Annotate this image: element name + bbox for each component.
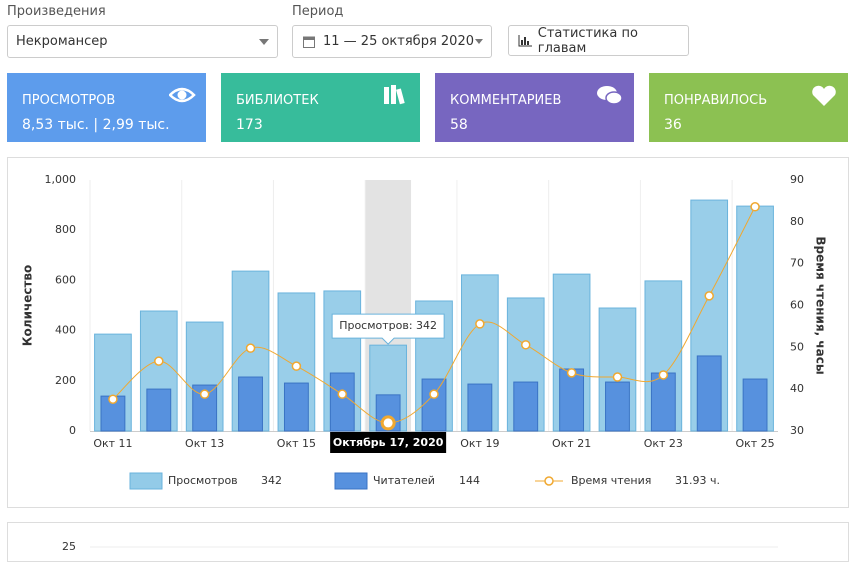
line-marker — [568, 369, 576, 377]
chart-icon — [518, 35, 532, 47]
y-tick-label: 25 — [62, 540, 76, 553]
legend-swatch — [335, 473, 367, 489]
legend-swatch — [130, 473, 162, 489]
x-tick-label: Окт 21 — [552, 437, 591, 450]
bar — [560, 369, 584, 431]
y-tick-label: 1,000 — [45, 173, 77, 186]
bar — [651, 373, 675, 431]
stat-card: КОММЕНТАРИЕВ58 — [435, 73, 634, 142]
bar — [422, 379, 446, 431]
period-value: 11 — 25 октября 2020 — [323, 34, 474, 49]
card-icon — [597, 85, 624, 107]
line-marker — [659, 371, 667, 379]
line-marker — [751, 203, 759, 211]
y2-tick-label: 40 — [790, 382, 804, 395]
bar — [697, 356, 721, 431]
tooltip-text: Просмотров: 342 — [339, 319, 437, 332]
x-tick-label: Окт 13 — [185, 437, 224, 450]
card-icon — [169, 85, 196, 107]
line-marker — [292, 362, 300, 370]
caret — [475, 39, 483, 44]
y2-tick-label: 50 — [790, 340, 804, 353]
y2-axis-title: Время чтения, часы — [814, 236, 828, 374]
work-value: Некромансер — [16, 34, 108, 49]
chart: 0 200 400 600 800 1,000 30 40 50 60 70 80 90 Количест… — [8, 158, 848, 507]
line-marker — [705, 292, 713, 300]
bar — [468, 384, 492, 431]
line-marker — [201, 390, 209, 398]
button-text: Статистика по главам — [538, 26, 688, 56]
y-tick-label: 400 — [55, 324, 76, 337]
chapters-button[interactable]: Статистика по главам — [508, 25, 689, 56]
x-tick-label: Окт 25 — [735, 437, 774, 450]
line-marker — [338, 390, 346, 398]
x-tick-label: Окт 23 — [644, 437, 683, 450]
legend-value: 342 — [261, 474, 282, 487]
chart-2: 25 — [8, 523, 848, 561]
crosshair-label: Октябрь 17, 2020 — [333, 436, 444, 449]
y2-tick-label: 70 — [790, 257, 804, 270]
y-tick-label: 600 — [55, 273, 76, 286]
x-tick-label: Окт 15 — [277, 437, 316, 450]
y2-tick-label: 30 — [790, 424, 804, 437]
legend-value: 31.93 ч. — [675, 474, 720, 487]
y2-tick-label: 80 — [790, 215, 804, 228]
legend-label: Просмотров — [168, 474, 238, 487]
card-value: 8,53 тыс. | 2,99 тыс. — [22, 117, 206, 133]
bar — [239, 377, 263, 431]
y2-tick-label: 60 — [790, 299, 804, 312]
legend-label: Время чтения — [571, 474, 651, 487]
line-marker — [247, 344, 255, 352]
line-marker — [382, 417, 394, 429]
stat-card: ПРОСМОТРОВ8,53 тыс. | 2,99 тыс. — [7, 73, 206, 142]
line-marker — [522, 341, 530, 349]
card-value: 173 — [236, 117, 420, 133]
line-marker — [109, 395, 117, 403]
x-tick-label: Окт 19 — [460, 437, 499, 450]
bar — [330, 373, 354, 431]
x-tick-label: Окт 11 — [93, 437, 132, 450]
card-icon — [383, 85, 410, 107]
card-value: 58 — [450, 117, 634, 133]
y-axis-title: Количество — [21, 265, 35, 347]
caret — [259, 39, 269, 45]
card-value: 36 — [664, 117, 848, 133]
legend-swatch — [545, 477, 553, 485]
y-tick-label: 800 — [55, 223, 76, 236]
bar — [606, 382, 630, 431]
chart-panel: 0 200 400 600 800 1,000 30 40 50 60 70 80 90 Количест… — [7, 157, 849, 508]
period-label: Период — [292, 4, 343, 19]
bar — [743, 379, 767, 431]
legend-label: Читателей — [373, 474, 435, 487]
bar — [514, 382, 538, 431]
calendar-icon — [303, 35, 315, 48]
line-marker — [430, 390, 438, 398]
work-label: Произведения — [7, 4, 106, 19]
chart-panel-2: 25 — [7, 522, 849, 562]
line-marker — [476, 320, 484, 328]
line-marker — [613, 373, 621, 381]
work-select[interactable]: Некромансер — [7, 25, 278, 58]
bar — [147, 389, 171, 431]
stat-card: БИБЛИОТЕК173 — [221, 73, 420, 142]
y2-tick-label: 90 — [790, 173, 804, 186]
legend-value: 144 — [459, 474, 480, 487]
y-tick-label: 0 — [69, 424, 76, 437]
line-marker — [155, 357, 163, 365]
period-select[interactable]: 11 — 25 октября 2020 — [292, 25, 492, 58]
bar — [284, 383, 308, 431]
card-icon — [811, 85, 838, 107]
stat-card: ПОНРАВИЛОСЬ36 — [649, 73, 848, 142]
y-tick-label: 200 — [55, 374, 76, 387]
